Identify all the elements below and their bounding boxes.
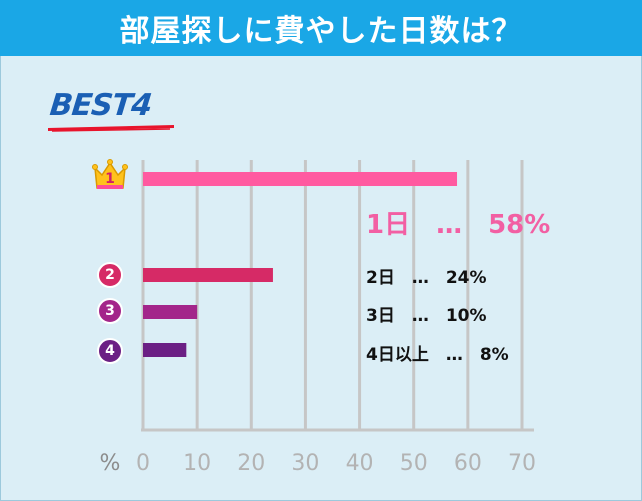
rank-3-result: 3日 … 10% [366, 306, 487, 326]
rank-1-badge: 1 [92, 158, 128, 192]
page-title: 部屋探しに費やした日数は？ [0, 0, 642, 56]
rank-2-result: 2日 … 24% [366, 268, 487, 288]
rank-3-badge: 3 [97, 298, 123, 324]
bar-3 [143, 305, 198, 319]
crown-icon [92, 159, 128, 189]
bar-4 [143, 343, 187, 357]
tick-label-30: 30 [291, 451, 319, 476]
bar-1 [143, 172, 458, 186]
tick-label-10: 10 [183, 451, 211, 476]
best-underline [48, 125, 174, 132]
tick-label-20: 20 [237, 451, 265, 476]
x-axis-unit-label: % [100, 451, 121, 476]
tick-label-60: 60 [454, 451, 482, 476]
tick-label-50: 50 [400, 451, 428, 476]
tick-label-0: 0 [136, 451, 150, 476]
tick-label-70: 70 [508, 451, 536, 476]
rank-2-badge: 2 [97, 262, 123, 288]
rank-1-result: 1日 … 58% [366, 210, 551, 240]
tick-label-40: 40 [346, 451, 374, 476]
rank-4-result: 4日以上 … 8% [366, 345, 509, 365]
rank-1-number: 1 [105, 171, 115, 187]
rank-4-badge: 4 [97, 338, 123, 364]
bar-2 [143, 268, 273, 282]
